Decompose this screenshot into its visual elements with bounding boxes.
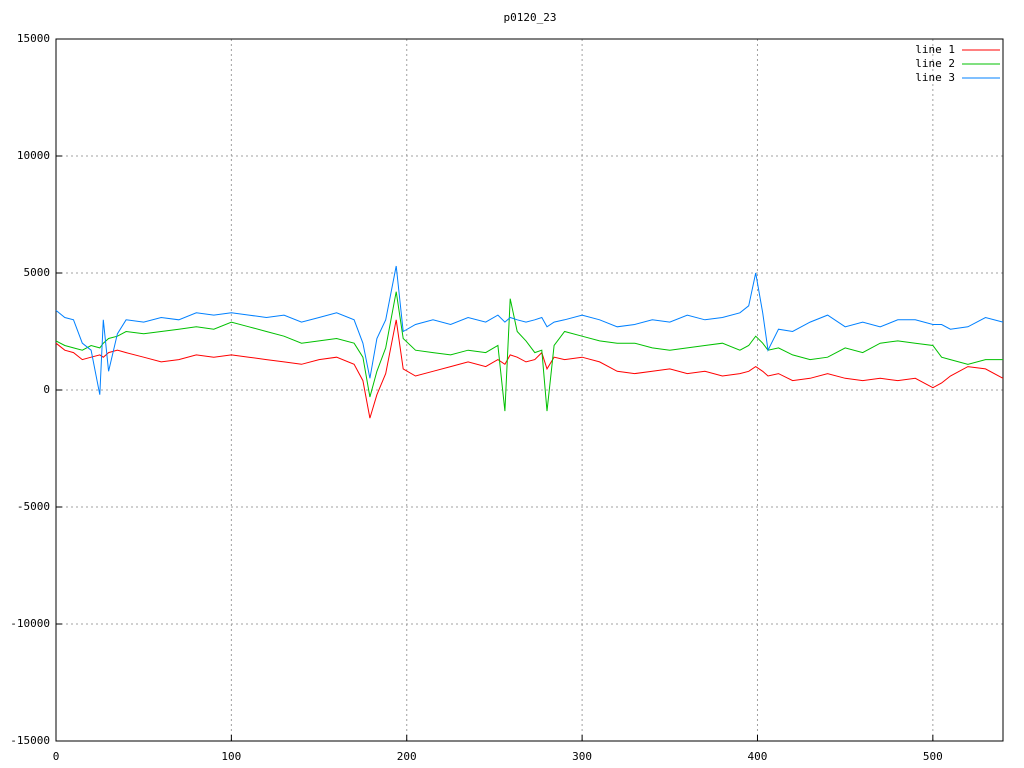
y-tick-label: 5000 — [24, 266, 51, 279]
y-tick-label: -5000 — [17, 500, 50, 513]
x-tick-label: 0 — [53, 750, 60, 763]
plot-border — [55, 38, 1004, 742]
x-tick-label: 400 — [748, 750, 768, 763]
legend-label: line 1 — [915, 43, 955, 56]
y-tick-label: 15000 — [17, 32, 50, 45]
legend-label: line 2 — [915, 57, 955, 70]
chart-title: p0120_23 — [504, 11, 557, 24]
legend-label: line 3 — [915, 71, 955, 84]
x-tick-label: 100 — [221, 750, 241, 763]
series-line — [55, 291, 1003, 412]
y-tick-label: -15000 — [10, 734, 50, 747]
y-tick-label: 10000 — [17, 149, 50, 162]
y-tick-label: 0 — [43, 383, 50, 396]
x-tick-label: 200 — [397, 750, 417, 763]
series-line — [55, 265, 1004, 395]
x-tick-label: 500 — [923, 750, 943, 763]
y-tick-label: -10000 — [10, 617, 50, 630]
x-tick-label: 300 — [572, 750, 592, 763]
series-line — [55, 319, 1004, 419]
